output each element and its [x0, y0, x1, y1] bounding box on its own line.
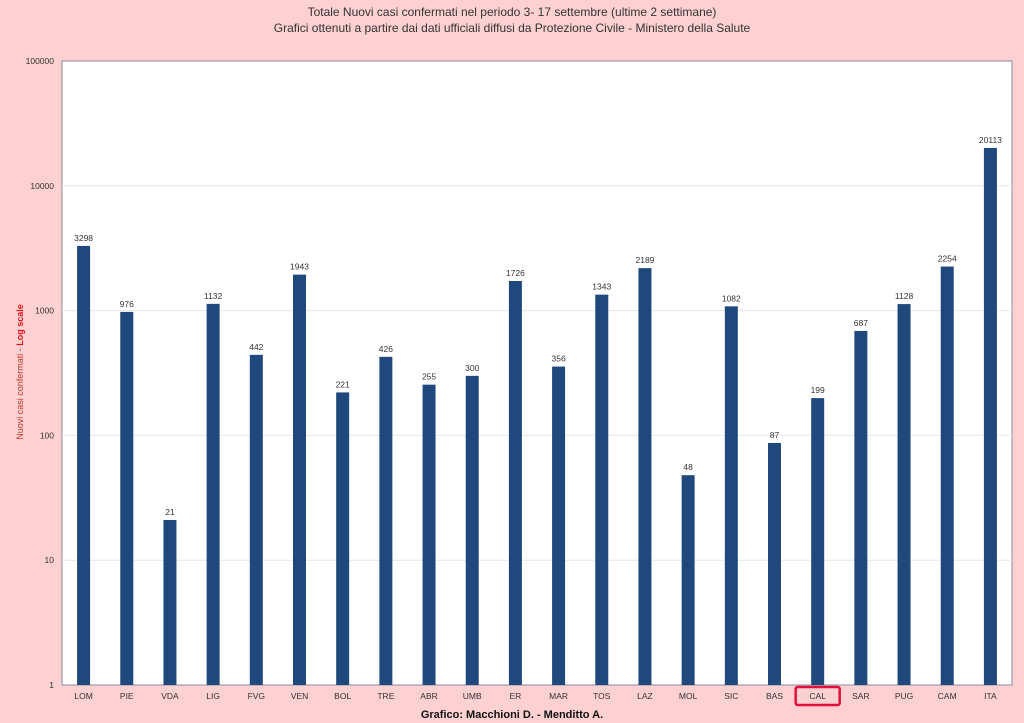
bar-pie [120, 311, 134, 685]
data-label-pie: 976 [120, 299, 134, 309]
bar-pug [897, 304, 911, 685]
bar-fvg [249, 354, 263, 685]
x-tick-label-pie: PIE [120, 691, 134, 701]
bar-cal [811, 398, 825, 685]
chart-subtitle: Grafici ottenuti a partire dai dati uffi… [273, 21, 751, 35]
y-tick-label: 100 [40, 430, 54, 440]
data-label-ita: 20113 [979, 135, 1002, 145]
x-tick-label-ita: ITA [984, 691, 997, 701]
data-label-sar: 687 [854, 318, 868, 328]
data-label-tos: 1343 [592, 282, 611, 292]
x-tick-label-sic: SIC [724, 691, 738, 701]
bar-cam [940, 266, 954, 685]
data-label-mar: 356 [551, 354, 565, 364]
data-label-vda: 21 [165, 507, 175, 517]
x-tick-label-ven: VEN [291, 691, 308, 701]
x-tick-label-lig: LIG [206, 691, 220, 701]
data-label-umb: 300 [465, 363, 479, 373]
x-tick-label-laz: LAZ [637, 691, 653, 701]
data-label-bol: 221 [336, 379, 350, 389]
bar-mar [552, 366, 566, 685]
x-tick-label-fvg: FVG [248, 691, 265, 701]
data-label-cam: 2254 [938, 254, 957, 264]
x-tick-label-pug: PUG [895, 691, 913, 701]
y-axis-label-log-scale: Log scale [15, 304, 25, 346]
data-label-tre: 426 [379, 344, 393, 354]
x-tick-label-lom: LOM [74, 691, 92, 701]
x-tick-label-umb: UMB [463, 691, 482, 701]
y-axis-label: Nuovi casi confermati - Log scale [15, 304, 25, 440]
x-tick-label-cam: CAM [938, 691, 957, 701]
x-tick-label-tre: TRE [377, 691, 394, 701]
x-tick-label-er: ER [510, 691, 522, 701]
data-label-sic: 1082 [722, 293, 741, 303]
y-tick-label: 10 [45, 555, 55, 565]
x-tick-label-cal: CAL [809, 691, 826, 701]
data-label-bas: 87 [770, 430, 780, 440]
bar-umb [465, 375, 479, 685]
bar-ven [293, 274, 306, 685]
x-tick-label-bas: BAS [766, 691, 783, 701]
bar-ita [983, 147, 997, 685]
bar-mol [681, 475, 695, 685]
data-label-er: 1726 [506, 268, 525, 278]
bar-abr [422, 384, 436, 685]
x-tick-label-vda: VDA [161, 691, 179, 701]
chart-title-block: Totale Nuovi casi confermati nel periodo… [0, 4, 1024, 36]
highlight-box-cal [794, 685, 841, 707]
x-tick-label-abr: ABR [420, 691, 437, 701]
bar-bol [336, 392, 350, 685]
x-tick-label-tos: TOS [593, 691, 611, 701]
plot-area [61, 60, 1013, 686]
y-tick-label: 1000 [35, 306, 54, 316]
bar-sic [724, 306, 738, 685]
bar-sar [854, 330, 868, 685]
data-label-abr: 255 [422, 372, 436, 382]
bar-lom [77, 245, 91, 686]
x-tick-label-mol: MOL [679, 691, 698, 701]
y-axis-label-main: Nuovi casi confermati - [15, 345, 25, 440]
chart-title: Totale Nuovi casi confermati nel periodo… [307, 5, 717, 19]
bar-tos [595, 294, 609, 685]
bar-laz [638, 268, 652, 685]
data-label-mol: 48 [683, 462, 693, 472]
bar-lig [206, 303, 220, 685]
data-label-pug: 1128 [895, 291, 914, 301]
x-tick-label-bol: BOL [334, 691, 351, 701]
y-tick-label: 1 [49, 680, 54, 690]
bar-er [508, 281, 522, 685]
data-label-lom: 3298 [74, 233, 93, 243]
x-tick-label-sar: SAR [852, 691, 869, 701]
data-label-fvg: 442 [249, 342, 263, 352]
data-label-ven: 1943 [290, 262, 309, 272]
chart-credit: Grafico: Macchioni D. - Menditto A. [420, 709, 604, 721]
x-tick-label-mar: MAR [549, 691, 568, 701]
bar-bas [768, 442, 781, 685]
bar-vda [163, 519, 177, 685]
y-tick-label: 100000 [26, 56, 55, 66]
data-label-laz: 2189 [635, 255, 654, 265]
y-tick-label: 10000 [30, 181, 54, 191]
data-label-cal: 199 [811, 385, 825, 395]
data-label-lig: 1132 [204, 291, 223, 301]
bar-tre [379, 356, 393, 685]
